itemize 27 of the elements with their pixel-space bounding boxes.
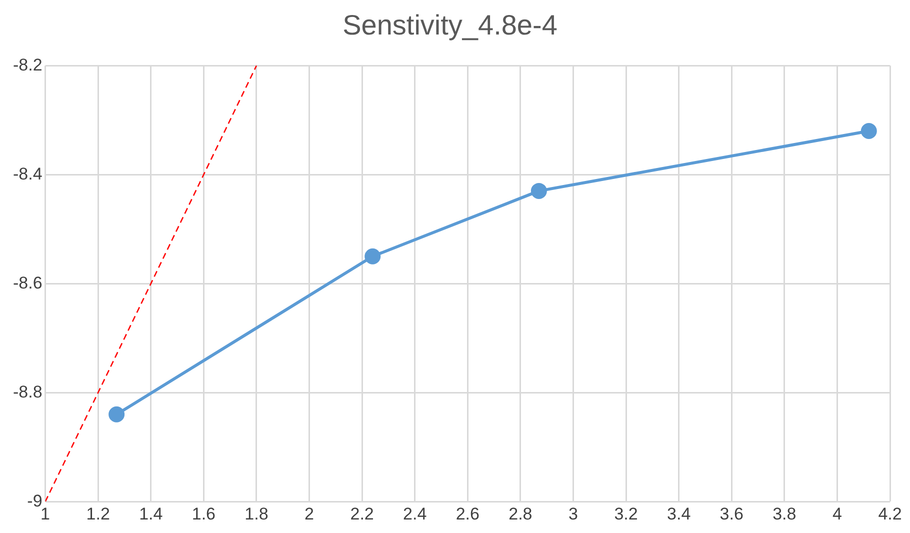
x-tick-label: 3.2 <box>614 504 638 524</box>
y-tick-label: -9 <box>27 491 42 510</box>
x-tick-label: 3.4 <box>667 504 691 524</box>
x-tick-label: 3.8 <box>772 504 796 524</box>
x-tick-label: 3 <box>568 504 578 524</box>
x-tick-label: 1.6 <box>192 504 216 524</box>
y-tick-label: -8.8 <box>12 382 42 402</box>
point <box>108 406 125 422</box>
point <box>860 123 877 139</box>
x-tick-label: 4 <box>832 504 842 524</box>
x-tick-label: 2.4 <box>403 504 427 524</box>
x-tick-label: 2.2 <box>350 504 374 524</box>
x-tick-label: 2.8 <box>508 504 532 524</box>
x-tick-label: 2 <box>304 504 314 524</box>
point <box>530 182 547 199</box>
chart-title: Senstivity_4.8e-4 <box>342 10 558 41</box>
x-tick-label: 4.2 <box>878 504 902 524</box>
x-tick-label: 1.8 <box>244 504 268 524</box>
x-tick-label: 1 <box>40 504 50 524</box>
y-tick-label: -8.2 <box>12 55 42 74</box>
x-tick-label: 2.6 <box>456 504 480 524</box>
x-tick-label: 3.6 <box>720 504 744 524</box>
x-tick-label: 1.4 <box>139 504 163 524</box>
x-tick-label: 1.2 <box>86 504 110 524</box>
point <box>364 248 381 264</box>
y-tick-label: -8.6 <box>12 273 42 292</box>
y-tick-label: -8.4 <box>12 164 42 184</box>
